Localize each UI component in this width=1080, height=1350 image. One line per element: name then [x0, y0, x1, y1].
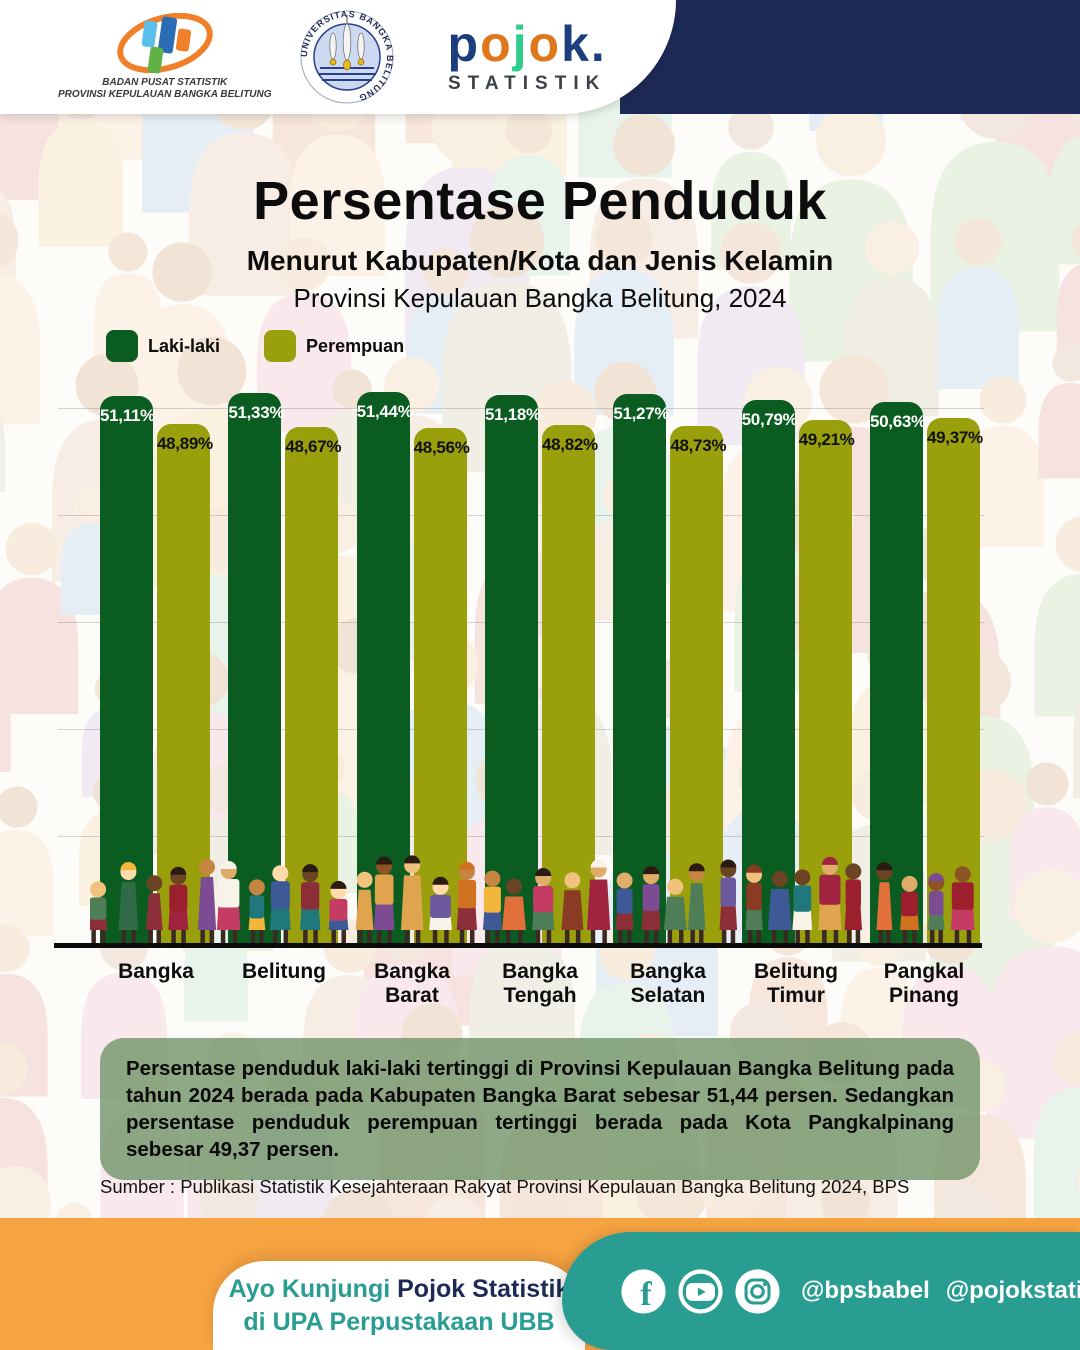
bar-value-label: 51,27% — [613, 404, 670, 423]
bar-value-label: 48,82% — [541, 435, 598, 454]
bar-group-belitung-timur: 50,79% 49,21% — [741, 400, 855, 945]
svg-text:f: f — [640, 1276, 652, 1313]
bar-value-label: 51,33% — [228, 403, 285, 422]
bar-perempuan-bangka: 48,89% — [157, 424, 213, 945]
ubb-logo: UNIVERSITAS BANGKA BELITUNG — [300, 10, 394, 104]
bar-perempuan-bangka-barat: 48,56% — [413, 428, 470, 945]
bar-laki-laki-bangka: 51,11% — [100, 396, 155, 945]
bar-laki-laki-belitung: 51,33% — [228, 393, 285, 945]
bar-perempuan-belitung: 48,67% — [285, 427, 342, 945]
pojok-letter: p — [447, 16, 481, 72]
category-label-bangka: Bangka — [118, 960, 194, 983]
bar-value-label: 48,73% — [670, 436, 727, 455]
category-labels-row: Bangka Belitung Bangka Barat Bangka Tengah B… — [100, 960, 980, 1007]
summary-box: Persentase penduduk laki-laki tertinggi … — [100, 1038, 980, 1181]
x-axis-line — [54, 943, 982, 948]
pojok-wordmark: pojok. — [448, 19, 607, 69]
pojok-letter: o — [480, 16, 513, 72]
pojok-letter: k — [561, 16, 591, 72]
bar-value-label: 51,44% — [356, 402, 413, 421]
bps-caption-line1: BADAN PUSAT STATISTIK — [102, 76, 228, 88]
source-note: Sumber : Publikasi Statistik Kesejahtera… — [100, 1176, 910, 1197]
summary-text: Persentase penduduk laki-laki tertinggi … — [126, 1057, 954, 1162]
header-navy-corner — [620, 0, 1080, 114]
bar-value-label: 50,79% — [741, 410, 798, 429]
legend-label: Perempuan — [306, 335, 405, 356]
bar-value-label: 50,63% — [869, 412, 926, 431]
pojok-subtitle: STATISTIK — [447, 73, 607, 94]
pojok-letter: j — [512, 16, 529, 72]
bar-groups: 51,11% 48,89% 51,33% 48,67% 51,44% 48,56% 51,1… — [100, 385, 983, 945]
pojok-letter: o — [528, 16, 562, 72]
category-label-bangka-tengah: Bangka Tengah — [502, 960, 578, 1007]
bar-perempuan-pangkal-pinang: 49,37% — [926, 418, 983, 945]
bar-laki-laki-bangka-barat: 51,44% — [356, 392, 413, 945]
bps-caption-line2: PROVINSI KEPULAUAN BANGKA BELITUNG — [58, 89, 272, 100]
visit-text-normal: Ayo Kunjungi — [228, 1275, 391, 1303]
bar-chart: 51,11% 48,89% 51,33% 48,67% 51,44% 48,56% 51,1… — [54, 385, 984, 948]
bar-group-bangka: 51,11% 48,89% — [100, 396, 213, 945]
social-panel: f @bpsbabel @pojokstatistik.ubb — [562, 1232, 1080, 1350]
visit-panel: Ayo Kunjungi Pojok Statistik di UPA Perp… — [213, 1261, 585, 1350]
legend-swatch-laki-laki — [106, 330, 138, 362]
facebook-icon[interactable]: f — [618, 1266, 669, 1317]
people-illustration — [90, 855, 975, 943]
bar-group-belitung: 51,33% 48,67% — [228, 393, 342, 945]
category-label-bangka-selatan: Bangka Selatan — [630, 960, 706, 1007]
page-subtitle: Menurut Kabupaten/Kota dan Jenis Kelamin — [246, 245, 834, 276]
category-label-pangkal-pinang: Pangkal Pinang — [883, 960, 965, 1007]
header-logo-band: BADAN PUSAT STATISTIK PROVINSI KEPULAUAN… — [0, 0, 676, 114]
bar-value-label: 51,11% — [100, 406, 155, 425]
chart-legend: Laki-laki Perempuan — [106, 330, 404, 362]
page-title: Persentase Penduduk — [253, 171, 827, 231]
bar-laki-laki-pangkal-pinang: 50,63% — [869, 402, 926, 945]
visit-text-bold: Pojok Statistik — [397, 1275, 570, 1303]
pojok-statistik-logo: pojok. STATISTIK — [448, 19, 607, 95]
bar-group-bangka-tengah: 51,18% 48,82% — [484, 395, 598, 945]
bar-laki-laki-bangka-selatan: 51,27% — [613, 394, 670, 945]
visit-line-1: Ayo Kunjungi Pojok Statistik — [229, 1273, 570, 1306]
footer: Ayo Kunjungi Pojok Statistik di UPA Perp… — [0, 1218, 1080, 1350]
legend-swatch-perempuan — [264, 330, 297, 362]
bar-group-bangka-selatan: 51,27% 48,73% — [613, 394, 727, 945]
handle-pojokstatistik[interactable]: @pojokstatistik.ubb — [945, 1277, 1080, 1304]
bar-group-pangkal-pinang: 50,63% 49,37% — [869, 402, 983, 945]
category-label-belitung-timur: Belitung Timur — [754, 960, 838, 1007]
handle-bpsbabel[interactable]: @bpsbabel — [801, 1277, 930, 1304]
page-subtitle-2: Provinsi Kepulauan Bangka Belitung, 2024 — [293, 283, 787, 313]
legend-label: Laki-laki — [148, 335, 221, 356]
bar-group-bangka-barat: 51,44% 48,56% — [356, 392, 470, 945]
visit-line-2: di UPA Perpustakaan UBB — [243, 1307, 555, 1336]
bar-value-label: 49,37% — [926, 428, 983, 447]
title-block: Persentase Penduduk Menurut Kabupaten/Ko… — [0, 170, 1080, 314]
bar-value-label: 48,89% — [157, 434, 213, 453]
bar-value-label: 51,18% — [484, 405, 541, 424]
bar-laki-laki-bangka-tengah: 51,18% — [484, 395, 541, 945]
pojok-dot: . — [590, 16, 607, 72]
bar-value-label: 48,56% — [413, 438, 470, 457]
header: BADAN PUSAT STATISTIK PROVINSI KEPULAUAN… — [0, 0, 1080, 114]
bps-logo-block: BADAN PUSAT STATISTIK PROVINSI KEPULAUAN… — [58, 12, 272, 102]
bar-value-label: 49,21% — [798, 430, 855, 449]
bar-perempuan-bangka-selatan: 48,73% — [670, 426, 727, 945]
category-label-bangka-barat: Bangka Barat — [374, 960, 450, 1007]
youtube-icon[interactable] — [675, 1266, 726, 1317]
instagram-icon[interactable] — [732, 1266, 783, 1317]
bar-perempuan-belitung-timur: 49,21% — [798, 420, 855, 945]
legend-item-laki-laki: Laki-laki — [106, 330, 220, 362]
bps-logo — [117, 12, 213, 73]
social-handles: @bpsbabel @pojokstatistik.ubb — [801, 1277, 1080, 1305]
legend-item-perempuan: Perempuan — [264, 330, 404, 362]
category-label-belitung: Belitung — [242, 960, 326, 983]
bar-laki-laki-belitung-timur: 50,79% — [741, 400, 798, 945]
bar-value-label: 48,67% — [285, 437, 342, 456]
bar-perempuan-bangka-tengah: 48,82% — [541, 425, 598, 945]
